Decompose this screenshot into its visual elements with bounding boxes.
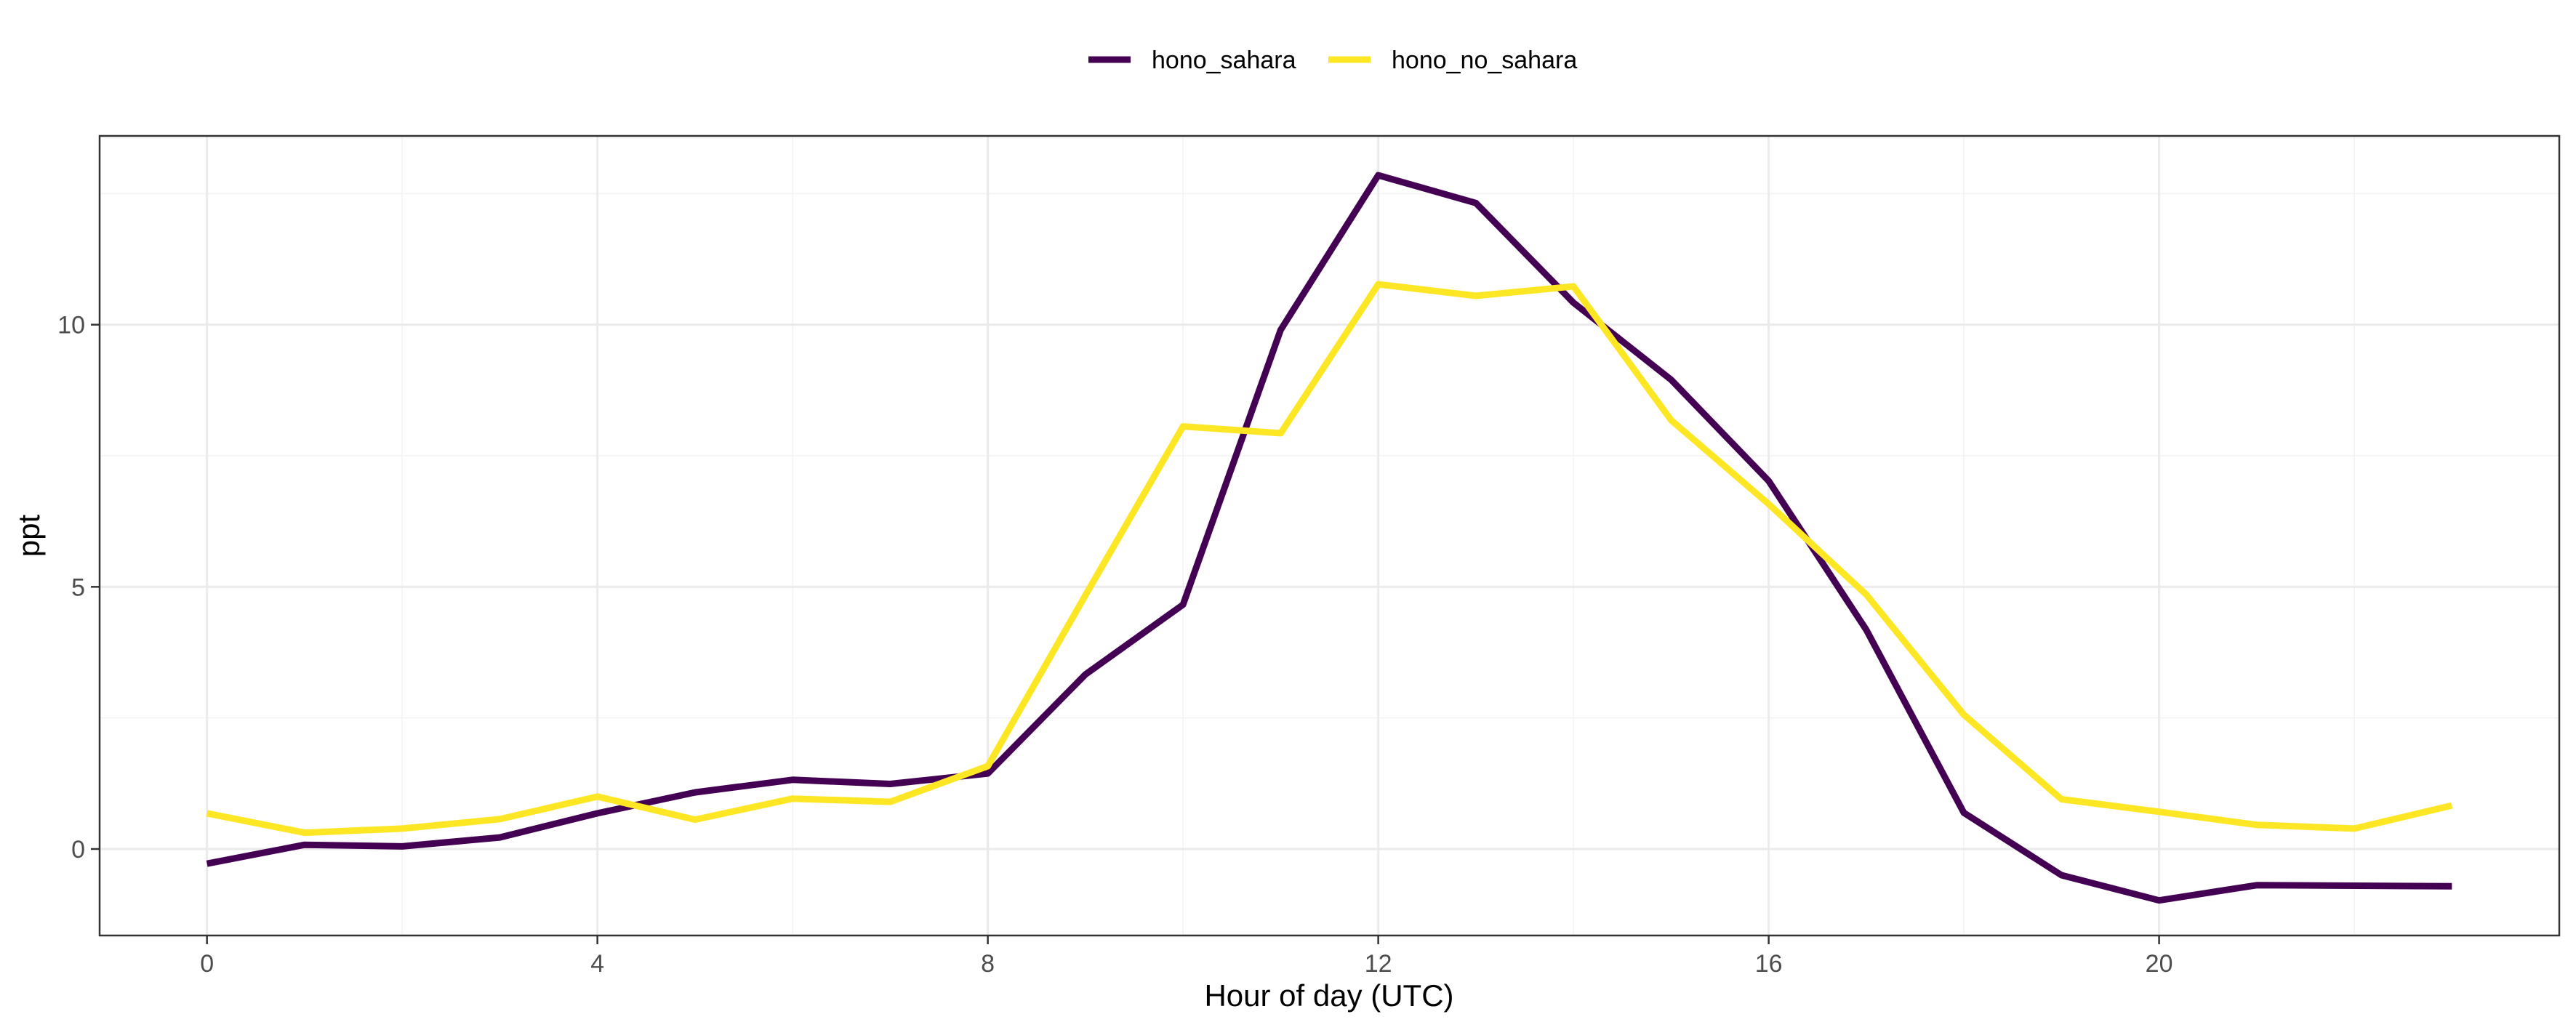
y-tick-label: 5 bbox=[71, 574, 85, 601]
legend: hono_sahara hono_no_sahara bbox=[1088, 47, 1577, 74]
y-axis-title: ppt bbox=[12, 514, 46, 557]
plot-grid bbox=[100, 136, 2559, 936]
legend-label-hono-sahara: hono_sahara bbox=[1152, 47, 1296, 74]
x-tick-label: 20 bbox=[2146, 950, 2173, 978]
legend-label-hono-no-sahara: hono_no_sahara bbox=[1392, 47, 1577, 74]
x-tick-label: 16 bbox=[1755, 950, 1783, 978]
plot-panel-border bbox=[98, 134, 2561, 937]
axis-ticks: 0 4 8 12 16 20 0 5 10 bbox=[57, 312, 2172, 978]
y-tick-label: 0 bbox=[71, 836, 85, 864]
plot-series bbox=[206, 172, 2453, 904]
x-axis-title: Hour of day (UTC) bbox=[1204, 978, 1453, 1013]
x-tick-label: 0 bbox=[200, 950, 214, 978]
series-line-hono-no-sahara bbox=[206, 281, 2453, 837]
x-tick-label: 12 bbox=[1365, 950, 1392, 978]
series-line-hono-sahara bbox=[206, 172, 2452, 904]
x-tick-label: 8 bbox=[981, 950, 995, 978]
y-tick-label: 10 bbox=[57, 312, 85, 339]
x-tick-label: 4 bbox=[590, 950, 604, 978]
